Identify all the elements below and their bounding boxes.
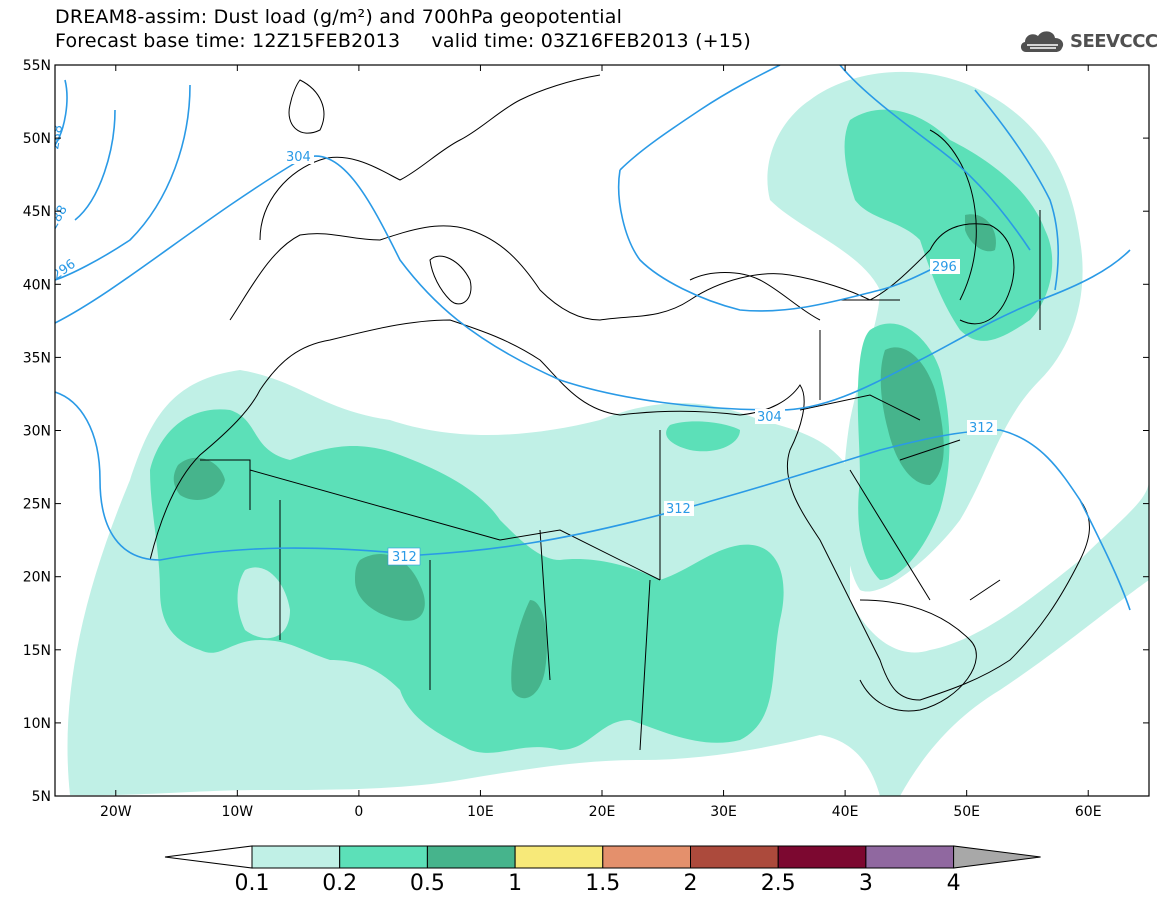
lat-label: 55N <box>23 58 51 74</box>
colorbar-label: 4 <box>947 871 961 896</box>
contour-label-312-west: 312 <box>392 550 417 565</box>
geopotential-contours <box>55 65 1131 611</box>
contour-label-304-west: 304 <box>286 150 311 165</box>
colorbar-segment <box>777 845 867 869</box>
lat-label: 25N <box>23 497 51 513</box>
logo-text: SEEVCCC <box>1070 30 1158 52</box>
colorbar-label: 0.1 <box>235 871 270 896</box>
map-title: DREAM8-assim: Dust load (g/m²) and 700hP… <box>55 6 623 28</box>
contour-label-312-east: 312 <box>969 421 994 436</box>
cloud-icon <box>1020 31 1064 52</box>
longitude-axis: 20W 10W 0 10E 20E 30E 40E 50E 60E <box>100 65 1102 820</box>
lat-label: 5N <box>32 789 51 805</box>
lat-label: 45N <box>23 204 51 220</box>
colorbar-segment <box>865 845 955 869</box>
colorbar-label: 3 <box>859 871 873 896</box>
lat-label: 35N <box>23 350 51 366</box>
lon-label: 40E <box>832 804 859 820</box>
colorbar-segment <box>339 845 428 869</box>
colorbar-label: 2.5 <box>761 871 796 896</box>
lon-label: 10W <box>221 804 253 820</box>
lon-label: 20E <box>589 804 616 820</box>
lon-label: 20W <box>100 804 132 820</box>
contour-label-group: 304 296 304 312 312 312 288 288 296 <box>47 124 997 566</box>
contour-label-288-top: 288 <box>47 124 66 151</box>
lon-label: 60E <box>1075 804 1102 820</box>
colorbar-segment-below <box>164 845 253 869</box>
contour-label-296-east: 296 <box>932 260 957 275</box>
lat-label: 50N <box>23 131 51 147</box>
colorbar-segment <box>251 845 341 869</box>
colorbar-segment-above <box>953 845 1041 869</box>
contour-label-304-mid: 304 <box>757 410 782 425</box>
colorbar-label: 0.2 <box>322 871 357 896</box>
lat-label: 30N <box>23 424 51 440</box>
lon-label: 10E <box>467 804 494 820</box>
lon-label: 30E <box>710 804 737 820</box>
latitude-axis: 55N 50N 45N 40N 35N 30N 25N 20N 15N 10N 5N <box>23 58 1149 805</box>
colorbar-label: 0.5 <box>410 871 445 896</box>
colorbar-label: 2 <box>684 871 698 896</box>
colorbar: 0.1 0.2 0.5 1 1.5 2 2.5 3 4 <box>164 845 1041 896</box>
seevccc-logo: SEEVCCC <box>1018 28 1158 54</box>
map-subtitle-times: Forecast base time: 12Z15FEB2013 valid t… <box>55 30 751 52</box>
lat-label: 20N <box>23 570 51 586</box>
lat-label: 10N <box>23 716 51 732</box>
lat-label: 15N <box>23 643 51 659</box>
lon-label: 50E <box>953 804 980 820</box>
colorbar-segment <box>602 845 691 869</box>
lat-label: 40N <box>23 277 51 293</box>
colorbar-label: 1.5 <box>585 871 620 896</box>
lon-label: 0 <box>354 804 363 820</box>
colorbar-segment <box>690 845 779 869</box>
colorbar-label: 1 <box>508 871 522 896</box>
colorbar-segment <box>426 845 516 869</box>
colorbar-segment <box>514 845 604 869</box>
contour-label-312-center: 312 <box>666 502 691 517</box>
